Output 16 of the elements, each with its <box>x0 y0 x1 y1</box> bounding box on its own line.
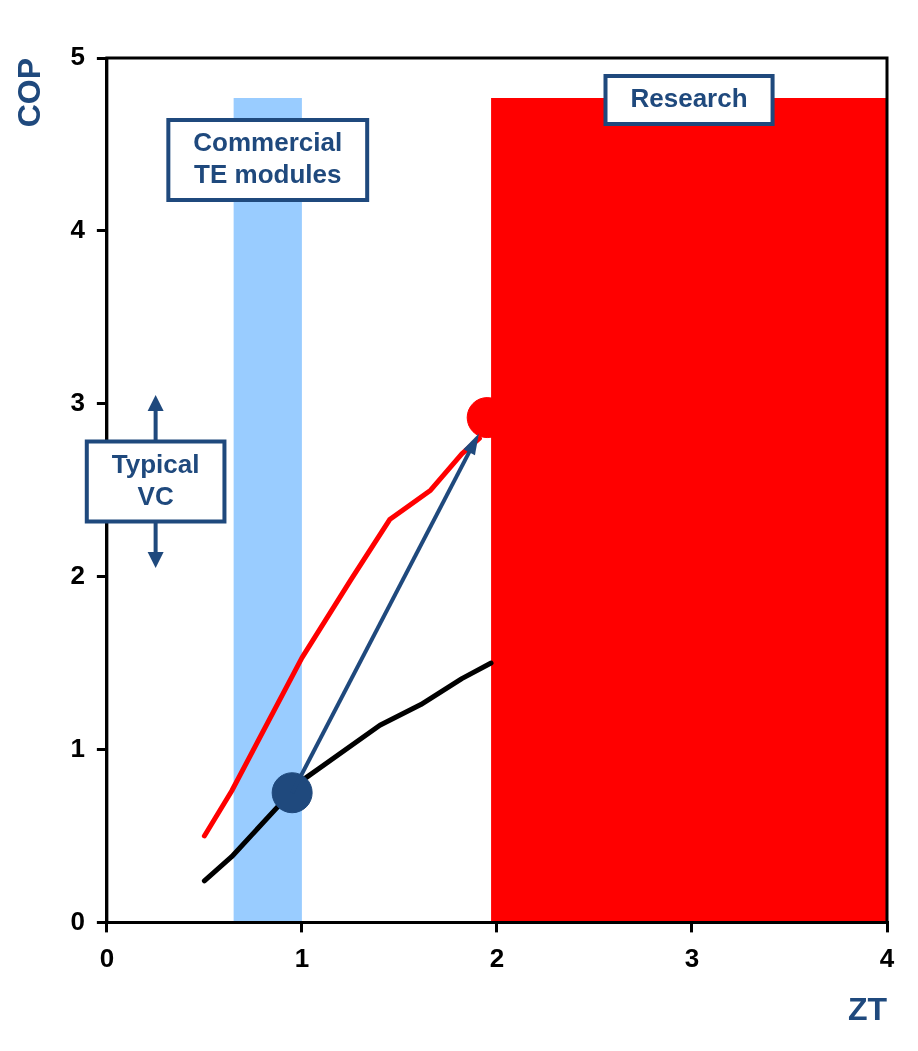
x-tick-label: 2 <box>489 943 505 974</box>
x-tick-label: 0 <box>99 943 115 974</box>
y-tick-label: 5 <box>70 41 85 72</box>
x-tick-label: 3 <box>684 943 700 974</box>
y-tick-label: 3 <box>70 386 85 417</box>
y-axis-title: COP <box>11 58 48 128</box>
y-tick-label: 4 <box>70 214 86 245</box>
y-tick-label: 1 <box>70 732 85 763</box>
y-tick-label: 0 <box>70 905 85 936</box>
x-tick-label: 4 <box>879 943 895 974</box>
y-tick-label: 2 <box>70 559 85 590</box>
annotation: Typical VC <box>111 448 200 511</box>
x-axis-title: ZT <box>847 990 888 1027</box>
x-tick-label: 1 <box>294 943 310 974</box>
band-label: Research <box>630 83 748 114</box>
band-label: Commercial TE modules <box>193 127 343 190</box>
